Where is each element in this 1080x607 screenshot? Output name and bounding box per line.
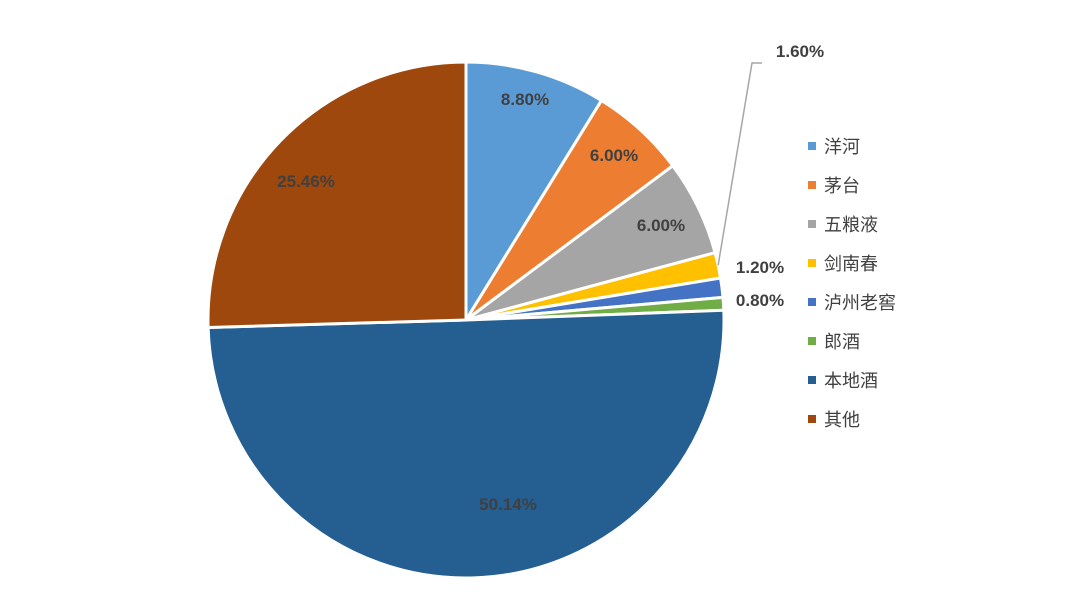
legend-item: 本地酒 — [808, 360, 896, 399]
data-label: 6.00% — [637, 216, 685, 235]
legend-item: 茅台 — [808, 165, 896, 204]
legend-swatch — [808, 180, 816, 189]
legend-label: 剑南春 — [824, 253, 878, 275]
legend-item: 其他 — [808, 399, 896, 438]
legend: 洋河茅台五粮液剑南春泸州老窖郎酒本地酒其他 — [808, 126, 896, 438]
legend-label: 本地酒 — [824, 370, 878, 392]
legend-label: 五粮液 — [824, 214, 878, 236]
legend-swatch — [808, 141, 816, 150]
pie-slice — [464, 60, 604, 326]
legend-swatch — [808, 414, 816, 423]
data-label: 6.00% — [590, 146, 638, 165]
legend-item: 剑南春 — [808, 243, 896, 282]
data-label: 8.80% — [501, 90, 549, 109]
pie-slice — [206, 308, 726, 580]
data-label: 1.60% — [776, 42, 824, 61]
pie-slice — [206, 60, 468, 329]
legend-label: 泸州老窖 — [824, 292, 896, 314]
legend-item: 洋河 — [808, 126, 896, 165]
legend-item: 五粮液 — [808, 204, 896, 243]
legend-swatch — [808, 297, 816, 306]
legend-item: 郎酒 — [808, 321, 896, 360]
legend-swatch — [808, 258, 816, 267]
leader-line — [717, 62, 762, 266]
legend-swatch — [808, 219, 816, 228]
data-label: 0.80% — [736, 291, 784, 310]
legend-swatch — [808, 375, 816, 384]
legend-label: 茅台 — [824, 175, 860, 197]
data-label: 25.46% — [277, 172, 335, 191]
legend-label: 其他 — [824, 409, 860, 431]
legend-label: 郎酒 — [824, 331, 860, 353]
legend-item: 泸州老窖 — [808, 282, 896, 321]
legend-label: 洋河 — [824, 136, 860, 158]
data-label: 50.14% — [479, 495, 537, 514]
legend-swatch — [808, 336, 816, 345]
data-label: 1.20% — [736, 258, 784, 277]
